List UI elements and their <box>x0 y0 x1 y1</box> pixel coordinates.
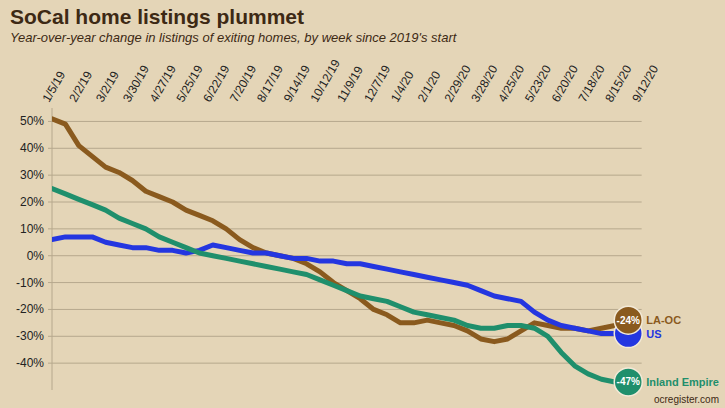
data-label: -24% <box>617 315 640 326</box>
end-marker <box>614 306 642 334</box>
y-tick-label: -20% <box>16 302 44 316</box>
y-tick-label: -10% <box>16 276 44 290</box>
grid-line <box>48 202 642 203</box>
x-tick-label: 1/4/20 <box>388 68 417 104</box>
y-tick-label: -40% <box>16 356 44 370</box>
grid-line <box>48 282 642 283</box>
y-tick-label: 30% <box>20 168 44 182</box>
plot-area <box>52 119 628 382</box>
y-tick-label: 10% <box>20 222 44 236</box>
end-marker <box>614 368 642 396</box>
y-tick-label: 0% <box>27 249 45 263</box>
y-tick-label: 40% <box>20 141 44 155</box>
legend-label: LA-OC <box>646 314 681 326</box>
x-tick-label: 2/2/19 <box>66 68 95 104</box>
background <box>0 0 725 408</box>
chart: SoCal home listings plummet Year-over-yea… <box>0 0 725 408</box>
y-tick-label: -30% <box>16 329 44 343</box>
grid-line <box>48 255 642 256</box>
grid-line <box>48 121 642 122</box>
data-label: -47% <box>617 376 640 387</box>
grid-line <box>48 309 642 310</box>
series-line <box>52 119 628 342</box>
y-axis-line <box>52 108 53 390</box>
grid-line <box>48 336 642 337</box>
title: SoCal home listings plummet <box>10 5 304 28</box>
legend-label: Inland Empire <box>646 376 719 388</box>
subtitle: Year-over-year change in listings of exi… <box>10 30 458 45</box>
y-tick-label: 50% <box>20 114 44 128</box>
legend-label: US <box>646 328 661 340</box>
x-tick-label: 1/5/19 <box>39 68 68 104</box>
x-tick-label: 2/1/20 <box>415 68 444 104</box>
x-tick-label: 3/2/19 <box>93 68 122 104</box>
grid-line <box>48 363 642 364</box>
x-tick-label: 9/12/20 <box>629 63 661 105</box>
y-tick-label: 20% <box>20 195 44 209</box>
grid-line <box>48 175 642 176</box>
series-line <box>52 189 628 382</box>
source: ocregister.com <box>654 394 719 405</box>
grid-line <box>48 228 642 229</box>
grid-line <box>48 148 642 149</box>
